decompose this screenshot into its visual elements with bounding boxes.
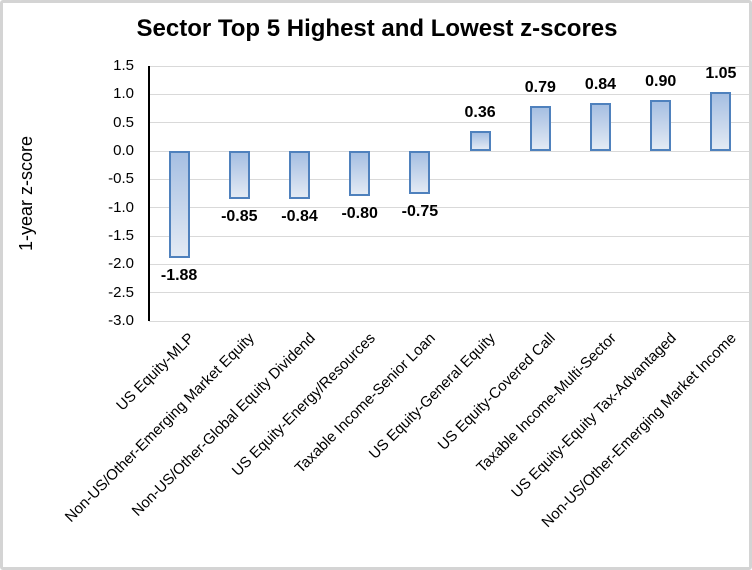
bar: [349, 151, 371, 197]
y-axis-tick-label: -2.0: [108, 255, 134, 273]
bar-value-label: -1.88: [160, 266, 198, 284]
gridline: [149, 93, 749, 95]
bar-value-label: 0.79: [524, 79, 556, 97]
y-axis-tick-label: 1.0: [113, 85, 134, 103]
bar: [409, 151, 431, 194]
bar-value-label: 0.90: [645, 73, 677, 90]
y-axis-tick-label: -0.5: [108, 170, 134, 188]
gridline: [149, 207, 749, 209]
gridline: [149, 122, 749, 124]
bar: [289, 151, 310, 199]
y-axis-line: [148, 66, 150, 321]
bar: [710, 91, 732, 151]
bar: [590, 103, 611, 151]
gridline: [149, 178, 749, 180]
bar: [650, 100, 672, 151]
y-axis-tick-label: 0.5: [113, 113, 134, 131]
bar: [228, 151, 250, 200]
gridline: [149, 65, 749, 67]
bar-value-label: 0.84: [584, 76, 617, 94]
y-axis-tick-label: 1.5: [113, 57, 134, 74]
bar: [469, 130, 491, 151]
y-axis-tick-label: -1.5: [108, 227, 134, 244]
y-axis-tick-label: -2.5: [108, 283, 134, 301]
bar-value-label: -0.80: [341, 205, 378, 223]
gridline: [149, 320, 749, 322]
y-axis-tick-label: 0.0: [113, 142, 134, 159]
gridline: [149, 263, 749, 265]
y-axis-tick-label: -3.0: [108, 312, 134, 329]
y-axis-tick-label: -1.0: [108, 198, 134, 216]
bar: [529, 106, 551, 151]
bar-value-label: -0.85: [221, 208, 258, 226]
bar-value-label: 1.05: [705, 64, 737, 82]
bar-value-label: -0.75: [401, 202, 439, 220]
y-axis-title: 1-year z-score: [16, 135, 36, 252]
gridline: [149, 292, 749, 294]
gridline: [149, 150, 749, 152]
bar: [168, 151, 190, 258]
gridline: [149, 235, 749, 237]
bar-value-label: -0.84: [281, 207, 318, 225]
bar-value-label: 0.36: [464, 103, 496, 121]
chart-title: Sector Top 5 Highest and Lowest z-scores: [136, 15, 618, 42]
